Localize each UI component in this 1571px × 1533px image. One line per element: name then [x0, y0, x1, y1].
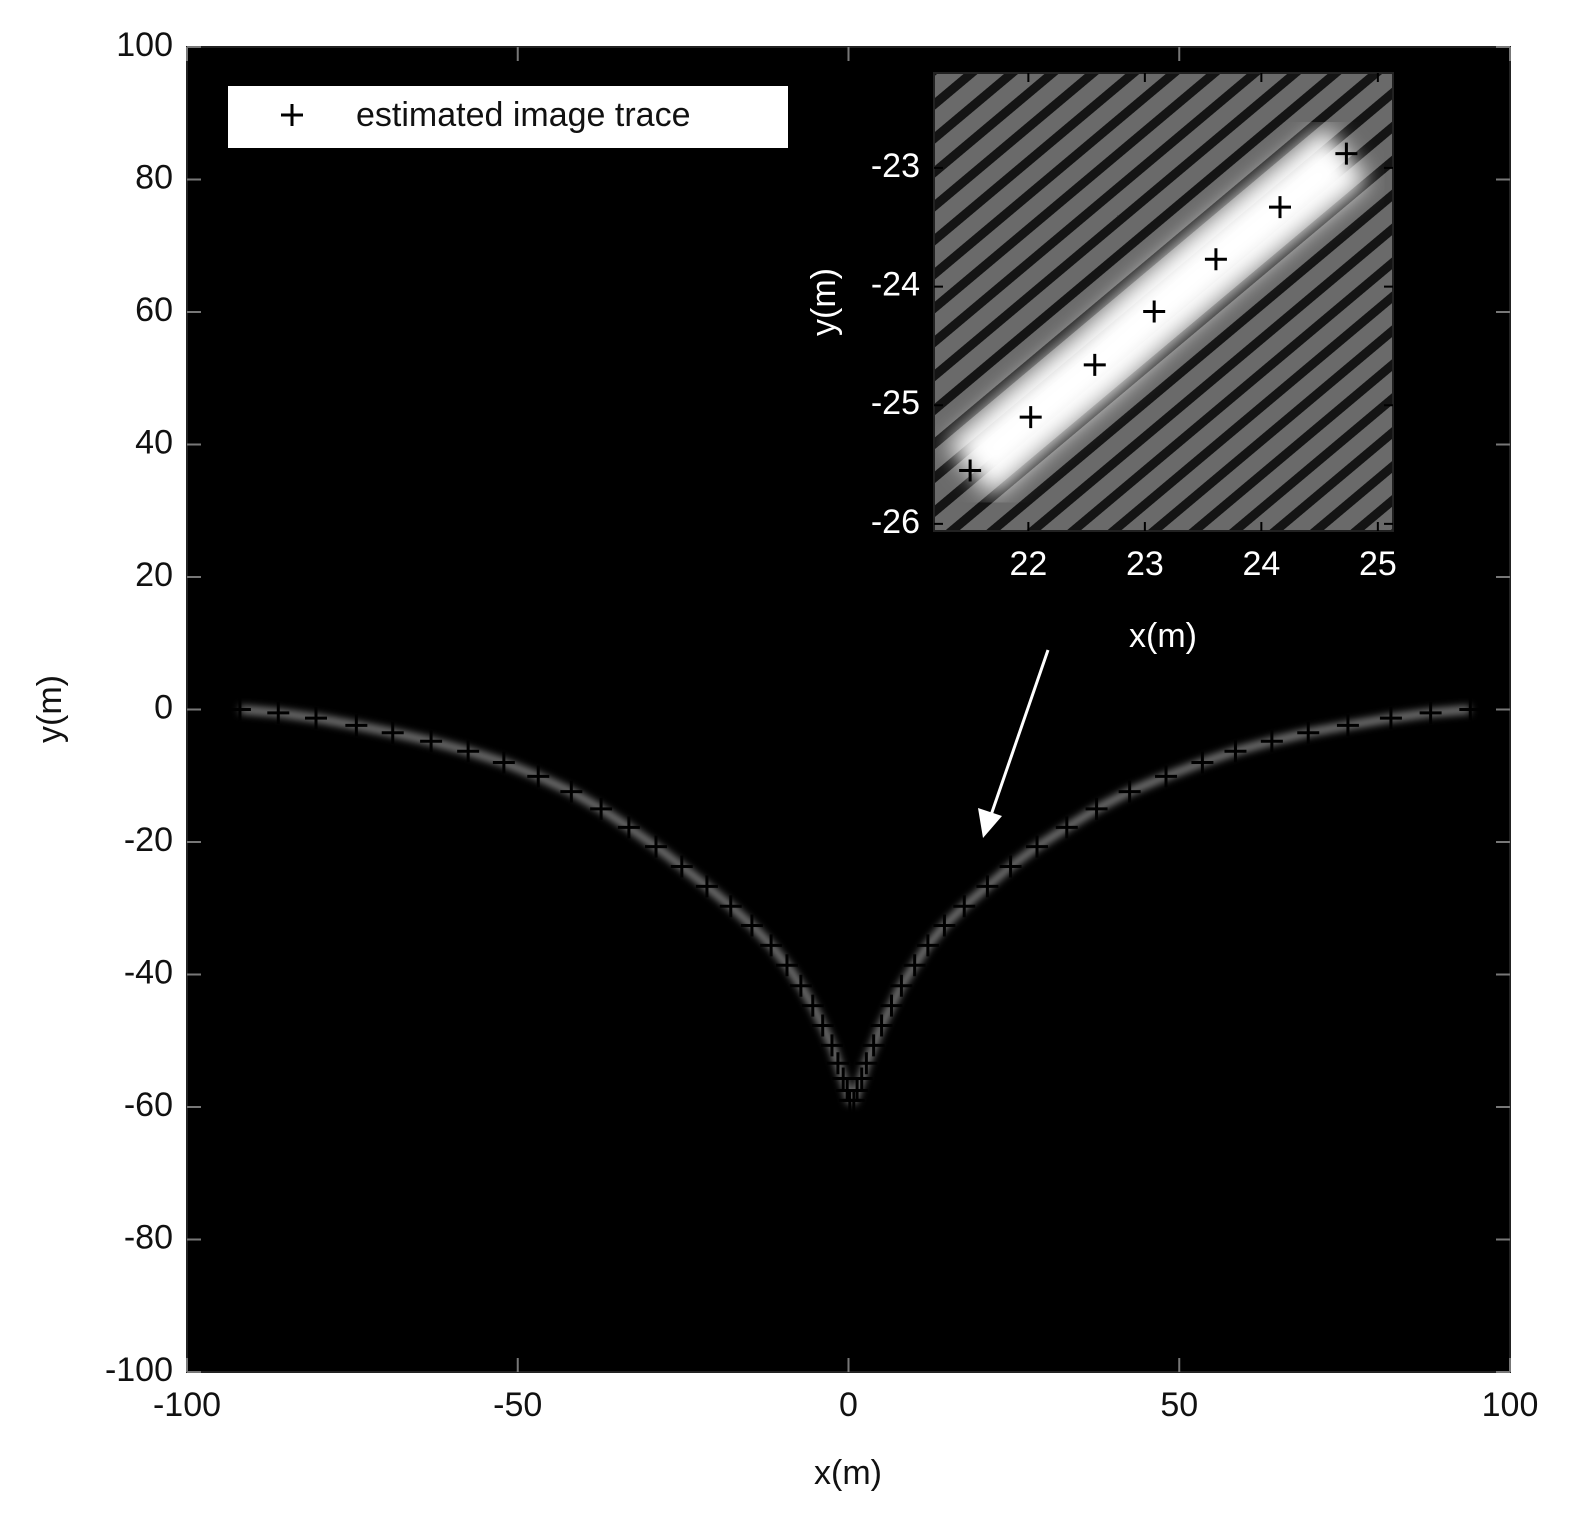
x-tick-label: 100 — [1482, 1386, 1539, 1424]
trace-marker — [1085, 797, 1108, 820]
trace-marker — [1419, 701, 1442, 724]
trace-marker — [1269, 196, 1291, 219]
legend-marker — [281, 104, 303, 126]
trace-marker — [1083, 353, 1106, 376]
y-tick-label: 0 — [154, 688, 173, 726]
y-tick-label: -100 — [105, 1351, 173, 1389]
trace-marker — [1260, 730, 1283, 753]
y-tick-label: 40 — [135, 423, 173, 461]
trace-marker — [1224, 740, 1247, 763]
trace-marker — [1118, 780, 1141, 803]
y-tick-label: -23 — [871, 147, 920, 185]
trace-marker — [832, 1067, 855, 1090]
trace-marker — [850, 1067, 873, 1090]
plot-frame — [933, 72, 1394, 532]
x-tick-label: 50 — [1160, 1386, 1198, 1424]
trace-marker — [381, 721, 404, 744]
callout-arrow — [988, 649, 1050, 819]
y-tick-label: -25 — [871, 384, 920, 422]
trace-marker — [670, 855, 693, 878]
y-tick-label: -60 — [124, 1086, 173, 1124]
trace-marker — [890, 974, 913, 997]
trace-marker — [617, 816, 640, 839]
trace-marker — [826, 1052, 849, 1075]
plot-content — [228, 698, 1482, 1112]
trace-marker — [903, 954, 926, 977]
trace-marker — [811, 1014, 834, 1037]
trace-marker — [457, 740, 480, 763]
trace-marker — [1297, 721, 1320, 744]
plot-content — [946, 126, 1369, 497]
callout-arrowhead — [978, 808, 1002, 838]
y-axis-label: y(m) — [31, 675, 69, 743]
trace-marker — [775, 954, 798, 977]
trace-marker — [880, 994, 903, 1017]
trace-marker — [976, 875, 999, 898]
trace-marker — [916, 934, 939, 957]
trace-marker — [1204, 248, 1227, 271]
trace-marker — [801, 994, 824, 1017]
y-tick-label: -20 — [124, 821, 173, 859]
trace-marker — [933, 914, 956, 937]
x-axis-label: x(m) — [1129, 617, 1197, 655]
trace-marker — [1191, 751, 1214, 774]
y-tick-label: -80 — [124, 1218, 173, 1256]
trace-marker — [645, 835, 668, 858]
trace-marker — [862, 1034, 885, 1057]
trace-marker — [345, 714, 368, 737]
trace-marker — [959, 459, 982, 482]
y-tick-label: -26 — [871, 503, 920, 541]
x-tick-label: 23 — [1126, 545, 1164, 583]
trace-marker — [695, 875, 718, 898]
x-tick-label: 0 — [839, 1386, 858, 1424]
trace-marker — [1379, 707, 1402, 730]
trace-marker — [590, 797, 613, 820]
trace-marker — [527, 765, 550, 788]
trace-marker — [846, 1079, 869, 1102]
trace-marker — [760, 934, 783, 957]
trace-marker — [855, 1052, 878, 1075]
trace-marker — [267, 701, 290, 724]
legend-label: estimated image trace — [356, 96, 691, 134]
trace-marker — [842, 1089, 865, 1112]
y-tick-label: 80 — [135, 158, 173, 196]
trace-marker — [1026, 835, 1049, 858]
y-tick-label: 60 — [135, 291, 173, 329]
x-axis-label: x(m) — [814, 1454, 882, 1492]
y-tick-label: 20 — [135, 556, 173, 594]
trace-marker — [492, 751, 515, 774]
x-tick-label: 24 — [1242, 545, 1280, 583]
trace-marker — [420, 730, 443, 753]
trace-marker — [1143, 300, 1166, 323]
trace-marker — [740, 914, 763, 937]
x-tick-label: 22 — [1009, 545, 1047, 583]
trace-marker — [1335, 142, 1358, 165]
trace-marker — [1019, 406, 1042, 429]
trace-marker — [999, 855, 1022, 878]
y-tick-label: -40 — [124, 953, 173, 991]
trace-marker — [304, 707, 327, 730]
x-tick-label: 25 — [1359, 545, 1397, 583]
trace-marker — [953, 895, 976, 918]
y-tick-label: 100 — [116, 26, 173, 64]
trace-marker — [789, 974, 812, 997]
x-tick-label: -50 — [493, 1386, 542, 1424]
trace-marker — [1055, 816, 1078, 839]
trace-marker — [228, 698, 251, 721]
y-tick-label: -24 — [871, 266, 920, 304]
trace-marker — [1459, 698, 1482, 721]
trace-marker — [719, 895, 742, 918]
legend-box — [228, 86, 788, 148]
trace-marker — [1155, 765, 1178, 788]
trace-marker — [560, 780, 583, 803]
trace-marker — [1336, 714, 1359, 737]
y-axis-label: y(m) — [805, 268, 843, 336]
x-tick-label: -100 — [153, 1386, 221, 1424]
trace-marker — [870, 1014, 893, 1037]
trace-marker — [820, 1034, 843, 1057]
